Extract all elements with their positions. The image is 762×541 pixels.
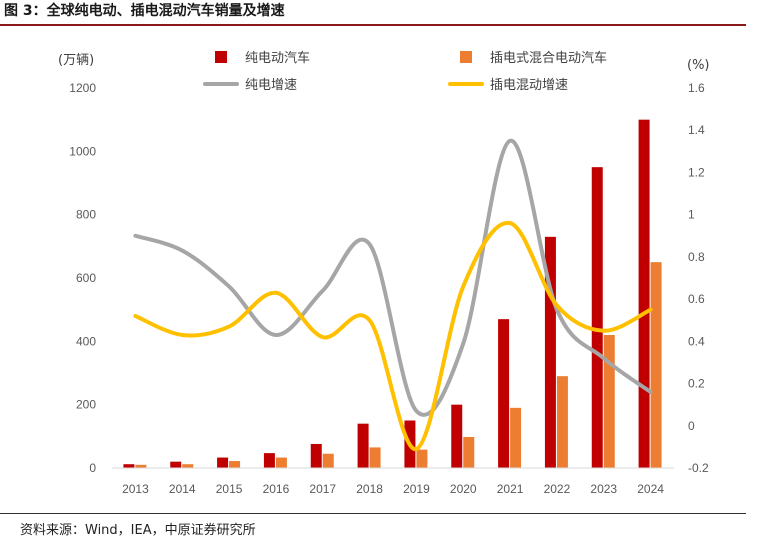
right-axis-tick-labels: -0.2 0 0.2 0.4 0.6 0.8 1 1.2 1.4 1.6 <box>688 81 709 475</box>
bar-bev-2017 <box>310 443 322 468</box>
bar-bev-2020 <box>451 404 463 468</box>
bar-phev-2013 <box>135 464 147 468</box>
bar-phev-2019 <box>416 449 428 468</box>
source-note: 资料来源：Wind，IEA，中原证券研究所 <box>20 523 256 538</box>
bar-phev-2014 <box>182 464 194 468</box>
right-tick-1: 1 <box>688 208 695 222</box>
bar-bev-2016 <box>263 453 275 468</box>
left-tick-1200: 1200 <box>69 81 96 95</box>
x-tick-2015: 2015 <box>216 482 243 496</box>
left-tick-400: 400 <box>76 334 96 348</box>
bar-phev-2024 <box>650 262 662 468</box>
lines-layer <box>133 138 653 451</box>
legend-label-1: 插电式混合电动汽车 <box>490 50 607 66</box>
bar-phev-2023 <box>603 335 615 468</box>
right-tick-0.6: 0.6 <box>688 292 705 306</box>
x-tick-2017: 2017 <box>309 482 336 496</box>
x-tick-2014: 2014 <box>169 482 196 496</box>
x-tick-2016: 2016 <box>263 482 290 496</box>
bar-bev-2013 <box>123 464 135 468</box>
figure-title: 图 3：全球纯电动、插电混动汽车销量及增速 <box>4 3 285 19</box>
bar-phev-2016 <box>275 457 287 468</box>
bar-bev-2022 <box>544 236 556 468</box>
bar-bev-2018 <box>357 423 369 468</box>
title-divider <box>0 24 746 26</box>
left-tick-0: 0 <box>89 461 96 475</box>
legend-swatch-1 <box>460 51 472 63</box>
bar-phev-2020 <box>463 436 475 468</box>
x-tick-2022: 2022 <box>544 482 571 496</box>
bar-bev-2021 <box>498 319 510 468</box>
bar-phev-2021 <box>510 407 522 468</box>
bar-bev-2014 <box>170 461 182 468</box>
x-tick-2013: 2013 <box>122 482 149 496</box>
left-tick-800: 800 <box>76 208 96 222</box>
bar-phev-2018 <box>369 447 381 468</box>
left-tick-1000: 1000 <box>69 144 96 158</box>
line-phev-growth <box>133 221 653 451</box>
right-tick-1.4: 1.4 <box>688 123 705 137</box>
left-axis-unit: (万辆) <box>58 53 94 68</box>
right-axis-unit: (%) <box>687 58 710 73</box>
bar-bev-2024 <box>638 119 650 469</box>
right-tick-1.2: 1.2 <box>688 165 705 179</box>
legend-label-2: 纯电增速 <box>245 78 297 93</box>
bars-layer <box>123 119 662 469</box>
x-tick-labels: 2013 2014 2015 2016 2017 2018 2019 2020 2021 2022… <box>122 482 664 496</box>
left-tick-200: 200 <box>76 398 96 412</box>
x-tick-2021: 2021 <box>497 482 524 496</box>
x-tick-2019: 2019 <box>403 482 430 496</box>
right-tick-0: 0 <box>688 419 695 433</box>
x-tick-2018: 2018 <box>356 482 383 496</box>
x-tick-2020: 2020 <box>450 482 477 496</box>
legend-label-3: 插电混动增速 <box>490 78 568 93</box>
right-tick-0.4: 0.4 <box>688 334 705 348</box>
legend-swatch-0 <box>215 51 227 63</box>
x-tick-2024: 2024 <box>637 482 664 496</box>
bar-phev-2015 <box>229 461 241 468</box>
legend-label-0: 纯电动汽车 <box>245 50 310 66</box>
bar-bev-2023 <box>591 167 603 468</box>
line-bev-growth <box>133 138 653 417</box>
right-tick--0.2: -0.2 <box>688 461 709 475</box>
left-tick-600: 600 <box>76 271 96 285</box>
bar-phev-2022 <box>556 376 568 468</box>
right-tick-0.2: 0.2 <box>688 377 705 391</box>
right-tick-1.6: 1.6 <box>688 81 705 95</box>
bar-phev-2017 <box>322 453 334 468</box>
right-tick-0.8: 0.8 <box>688 250 705 264</box>
left-axis-tick-labels: 0 200 400 600 800 1000 1200 <box>69 81 96 475</box>
bar-bev-2015 <box>217 457 229 468</box>
source-divider <box>0 513 746 514</box>
x-tick-2023: 2023 <box>590 482 617 496</box>
